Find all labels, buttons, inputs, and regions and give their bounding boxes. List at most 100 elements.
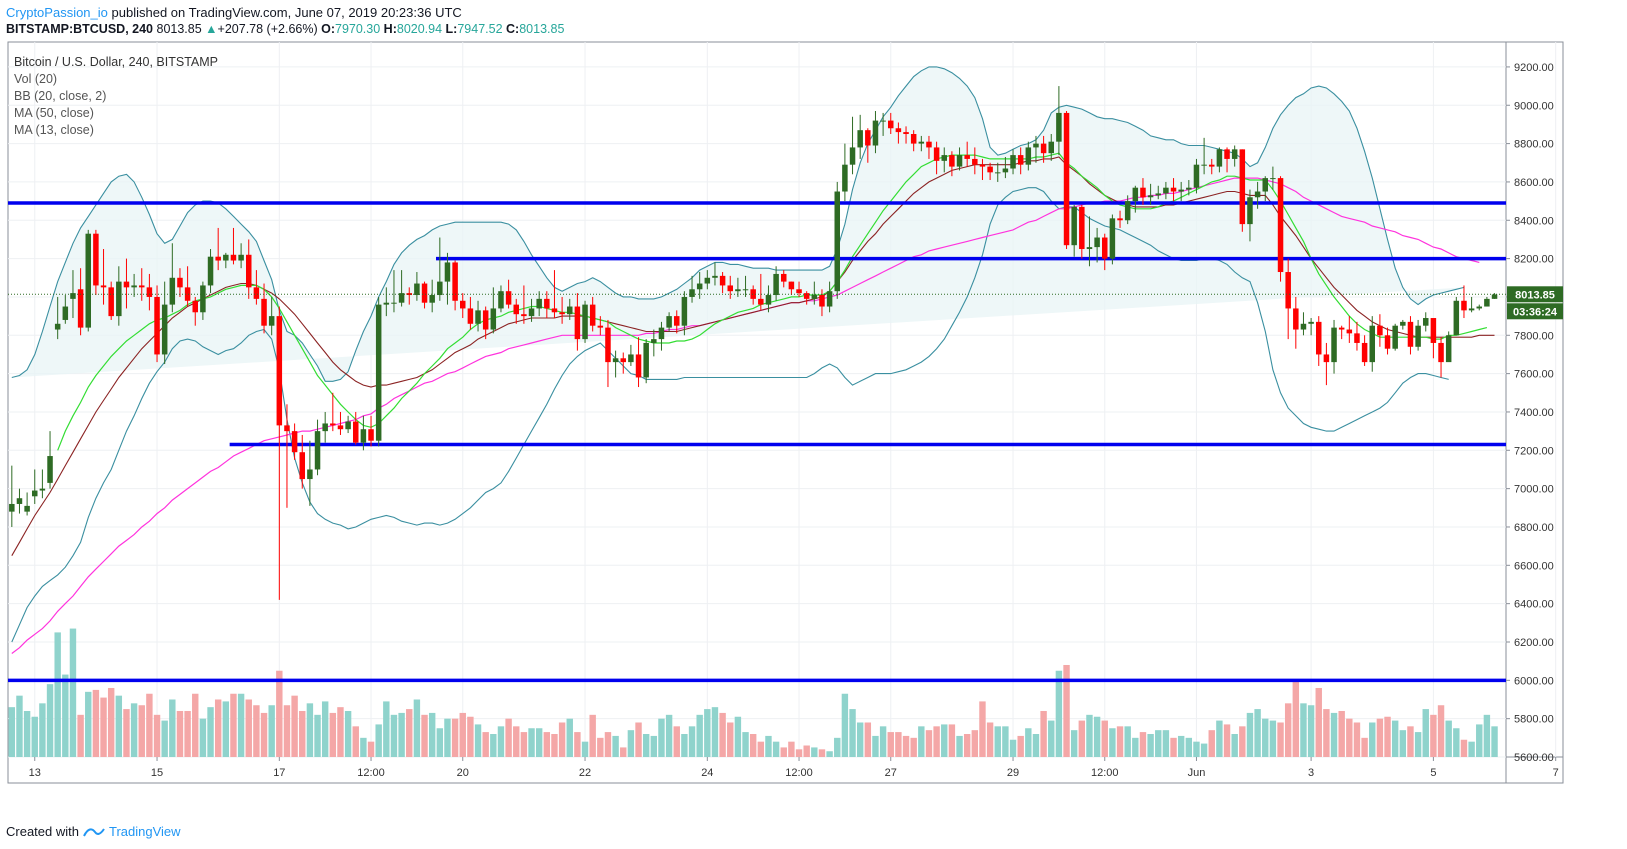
candle-body — [498, 291, 504, 309]
candle-body — [1400, 321, 1406, 326]
candle-body — [895, 128, 902, 133]
volume-bar — [1422, 709, 1429, 757]
volume-bar — [360, 737, 367, 757]
volume-bar — [1323, 709, 1330, 757]
volume-bar — [1155, 730, 1162, 757]
candle-body — [803, 293, 810, 299]
volume-bar — [1346, 718, 1353, 757]
candle-body — [918, 141, 925, 144]
candle-body — [421, 283, 428, 303]
volume-bar — [535, 728, 543, 757]
volume-bar — [321, 701, 329, 757]
volume-bar — [337, 707, 344, 757]
y-axis-tick-label: 8600.00 — [1514, 177, 1554, 189]
candle-body — [696, 283, 703, 290]
volume-bar — [92, 689, 100, 757]
legend-item-bollinger[interactable]: BB (20, close, 2) — [14, 89, 107, 103]
volume-bar — [1009, 739, 1017, 757]
y-axis-tick-label: 7000.00 — [1514, 484, 1554, 496]
volume-bar — [1239, 726, 1246, 757]
volume-bar — [688, 726, 696, 757]
candle-body — [849, 147, 856, 165]
tradingview-brand[interactable]: TradingView — [108, 824, 181, 839]
candle-body — [1048, 141, 1055, 154]
x-axis-tick-label: 24 — [701, 767, 713, 779]
candle-body — [24, 505, 30, 512]
volume-bar — [444, 718, 451, 757]
volume-bar — [1376, 718, 1384, 757]
author-link[interactable]: CryptoPassion_io — [6, 5, 108, 20]
change-value: +207.78 (+2.66%) — [217, 22, 318, 36]
candle-body — [704, 277, 711, 284]
volume-bar — [123, 709, 130, 757]
candle-body — [689, 289, 695, 297]
open-value: 7970.30 — [335, 22, 381, 36]
volume-bar — [543, 732, 551, 757]
volume-bar — [918, 726, 925, 757]
candle-body — [77, 289, 84, 328]
candle-body — [93, 233, 99, 286]
candle-body — [1254, 191, 1261, 198]
volume-bar — [390, 714, 398, 757]
volume-bar — [1315, 687, 1322, 757]
legend-item-ma13[interactable]: MA (13, close) — [14, 123, 94, 137]
volume-bar — [268, 705, 275, 757]
y-axis-tick-label: 8800.00 — [1514, 139, 1554, 151]
y-axis-tick-label: 6600.00 — [1514, 560, 1554, 572]
volume-bar — [153, 714, 161, 757]
candle-body — [1361, 342, 1368, 363]
candle-body — [375, 304, 382, 441]
candle-body — [1186, 187, 1192, 190]
legend-title: Bitcoin / U.S. Dollar, 240, BITSTAMP — [14, 55, 219, 69]
x-axis-tick-label: 15 — [151, 767, 163, 779]
candle-body — [1109, 218, 1116, 259]
candle-body — [352, 421, 359, 443]
volume-bar — [1048, 720, 1055, 757]
legend-item-ma50[interactable]: MA (50, close) — [14, 106, 94, 120]
volume-bar — [780, 747, 787, 757]
legend-item-volume[interactable]: Vol (20) — [14, 72, 58, 86]
volume-bar — [23, 710, 31, 757]
candle-body — [215, 256, 221, 261]
last-price-tag-text: 8013.85 — [1515, 289, 1555, 301]
chart-header: CryptoPassion_io published on TradingVie… — [6, 4, 564, 38]
ma13-line — [57, 152, 1488, 451]
volume-bar — [169, 699, 176, 757]
candle-body — [941, 155, 948, 161]
x-axis-tick-label: 3 — [1308, 767, 1314, 779]
candle-body — [551, 308, 558, 313]
candle-body — [612, 358, 619, 363]
volume-bar — [1070, 730, 1078, 757]
candle-body — [307, 469, 313, 480]
candle-body — [459, 300, 466, 309]
volume-bar — [956, 735, 963, 757]
volume-bar — [1391, 720, 1399, 757]
candle-body — [1468, 308, 1475, 311]
volume-bar — [1399, 730, 1407, 757]
candle-body — [1445, 335, 1452, 363]
y-axis-tick-label: 7600.00 — [1514, 369, 1554, 381]
candle-body — [1461, 300, 1467, 311]
candle-body — [1040, 143, 1047, 154]
candle-body — [100, 285, 107, 288]
x-axis-tick-label: 17 — [273, 767, 285, 779]
candle-body — [1239, 149, 1246, 225]
candle-body — [582, 304, 588, 340]
volume-bar — [1353, 722, 1361, 757]
volume-bar — [16, 695, 23, 757]
volume-bar — [581, 741, 589, 757]
volume-bar — [941, 724, 948, 757]
candle-body — [505, 291, 512, 305]
volume-bar — [1040, 710, 1047, 757]
candle-body — [719, 275, 726, 286]
close-value: 8013.85 — [519, 22, 565, 36]
volume-bar — [1170, 737, 1177, 757]
volume-bar — [887, 732, 894, 757]
y-axis-tick-label: 5600.00 — [1514, 752, 1554, 764]
volume-bar — [948, 724, 956, 757]
indicator-legend: Bitcoin / U.S. Dollar, 240, BITSTAMP Vol… — [14, 54, 218, 139]
candle-body — [1354, 333, 1360, 343]
candle-body — [184, 287, 191, 301]
volume-bar — [1093, 716, 1101, 757]
